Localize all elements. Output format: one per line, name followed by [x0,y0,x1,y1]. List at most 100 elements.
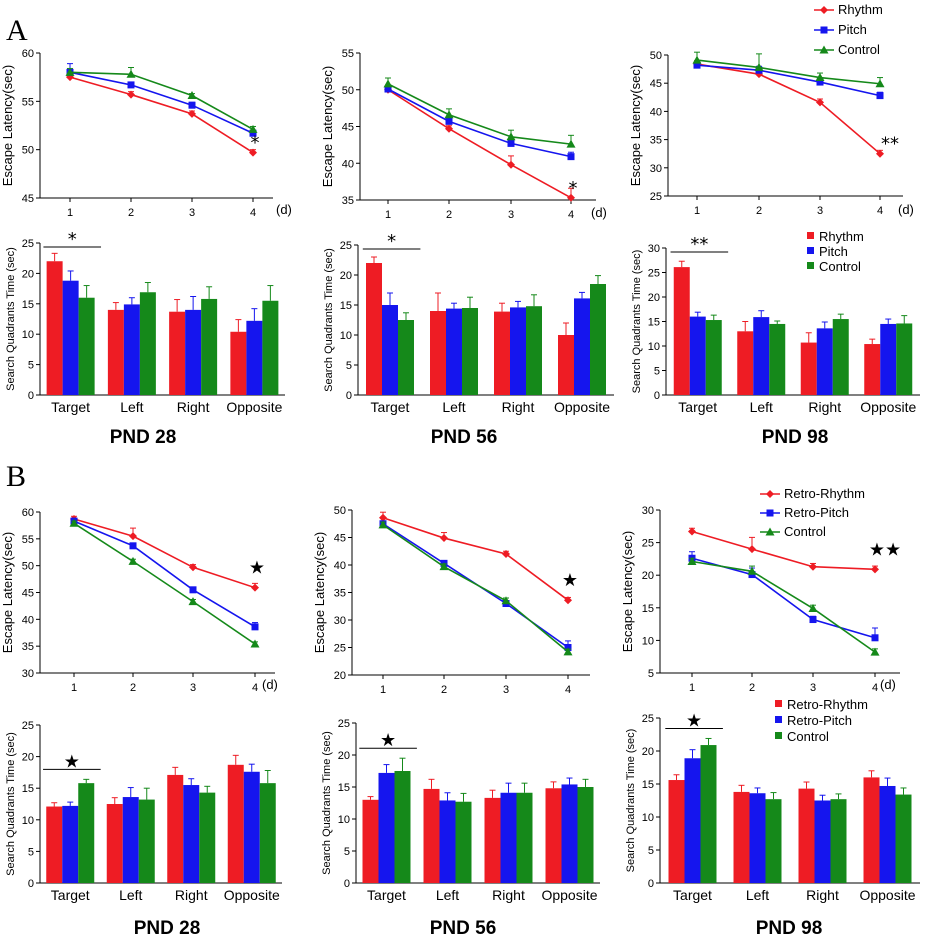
significance-marker: ** [690,234,708,255]
y-axis-title: Search Quadrants Time (sec) [5,247,17,391]
bar-retro-pitch [879,785,896,883]
legend-swatch [807,247,814,254]
y-tick-label: 0 [346,390,352,402]
bar-retro-rhythm [668,780,685,883]
bar-retro-rhythm [733,791,750,883]
x-tick-label: 1 [694,205,700,217]
y-tick-label: 5 [28,846,34,858]
series-retro-pitch [70,517,259,631]
y-tick-label: 55 [22,96,34,108]
series-retro-rhythm [379,511,572,605]
series-line [691,557,876,639]
x-tick-label: 3 [189,207,195,219]
category-label: Right [175,887,208,903]
data-point [754,62,764,71]
bar-control [526,306,542,395]
y-axis-title: Search Quadrants Time (sec) [631,250,643,394]
data-point [127,81,135,89]
pnd-caption: PND 28 [110,427,177,448]
legend-label: Control [838,42,880,57]
chart-A-bar-28: 0 5 10 15 20 25 Search Quadrants Time (sec) Tar… [5,229,285,448]
data-point [502,550,510,558]
y-axis-title: Search Quadrants Time (sec) [625,729,637,873]
bar-pitch [185,309,202,395]
bar-rhythm [107,309,124,395]
x-tick-label: 3 [503,684,509,696]
y-tick-label: 45 [650,78,662,90]
bar-rhythm [430,311,446,395]
category-label: Left [442,399,465,415]
legend-marker [819,45,829,54]
bar-retro-pitch [749,793,766,883]
chart-A-line-98: 25 30 35 40 45 50 Escape Latency(sec) 1 2 3 4 (d) **… [628,2,914,217]
legend-label: Pitch [838,22,867,37]
bar-retro-pitch [500,792,517,883]
bar-rhythm [558,335,574,395]
data-point [687,557,697,566]
series-line [691,560,876,653]
series-line [696,64,881,97]
series-rhythm [693,60,884,158]
legend-marker [766,490,774,498]
chart-B-line-28: 30 35 40 45 50 55 60 Escape Latency(sec) 1 2 3 4 (d)… [0,507,278,694]
category-label: Opposite [226,399,282,415]
bar-control [78,783,95,883]
bar-control [138,799,155,883]
bar-retro-pitch [378,772,395,883]
category-label: Right [808,399,841,415]
series-line [387,88,572,158]
bar-control [700,745,717,883]
series-line [387,83,572,145]
chart-B-line-56: 20 25 30 35 40 45 50 Escape Latency(sec) 1 2 3 4 ★ [312,505,590,696]
data-point [379,513,387,522]
x-unit-label: (d) [880,677,896,692]
data-point [567,153,575,161]
bar-control [832,319,849,395]
category-label: Opposite [541,887,597,903]
y-tick-label: 25 [22,720,34,732]
panel-letter-a: A [6,14,28,47]
chart-B-bar-98: 0 5 10 15 20 25 Search Quadrants Time (sec) Tar… [625,697,920,939]
bar-rhythm [864,344,881,395]
bar-pitch [510,307,526,395]
x-unit-label: (d) [262,677,278,692]
series-line [73,518,256,589]
bar-rhythm [366,263,382,395]
y-tick-label: 10 [22,815,34,827]
x-unit-label: (d) [276,202,292,217]
x-tick-label: 4 [872,682,878,694]
x-tick-label: 1 [71,682,77,694]
y-tick-label: 5 [28,360,34,372]
series-line [69,76,254,154]
y-tick-label: 50 [22,561,34,573]
series-pitch [66,63,257,137]
y-tick-label: 35 [22,641,34,653]
data-point [808,603,818,612]
bar-retro-rhythm [46,806,63,883]
x-tick-label: 4 [252,682,258,694]
y-tick-label: 25 [334,643,346,655]
y-tick-label: 60 [22,48,34,60]
pnd-caption: PND 56 [431,427,498,448]
data-point [816,78,824,86]
bar-pitch [689,316,706,395]
bar-retro-rhythm [362,799,379,883]
data-point [876,149,884,158]
data-point [567,193,575,202]
data-point [747,566,757,575]
category-label: Opposite [859,887,915,903]
data-point [187,91,197,100]
y-axis-title: Escape Latency(sec) [620,531,635,652]
legend-label: Retro-Pitch [787,713,852,728]
y-tick-label: 15 [338,782,350,794]
data-point [445,124,453,133]
chart-A-line-56: 35 40 45 50 55 Escape Latency(sec) 1 2 3 4 (d) * [320,48,607,221]
bar-pitch [246,320,263,395]
data-point [809,562,817,571]
y-tick-label: 20 [642,570,654,582]
y-tick-label: 5 [648,845,654,857]
y-tick-label: 15 [22,783,34,795]
bar-control [895,794,912,883]
significance-marker: ★ [686,710,702,731]
